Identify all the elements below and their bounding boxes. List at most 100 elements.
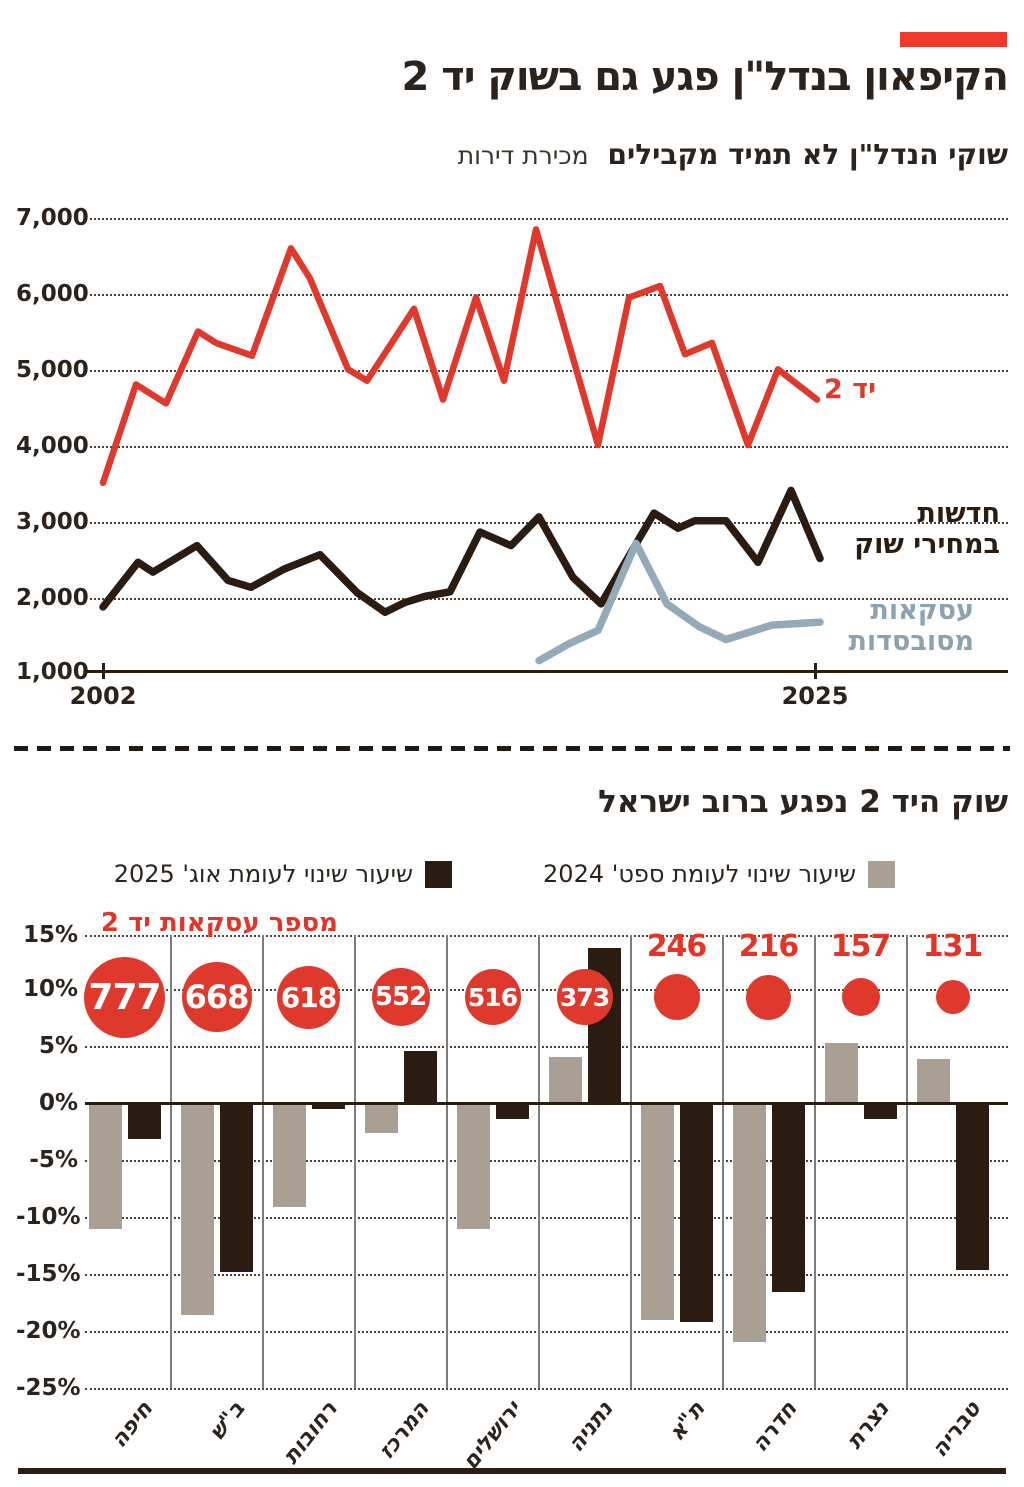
ytick-5000: 5,000 — [16, 357, 89, 383]
deals-circle-2: 618 — [277, 965, 340, 1029]
column-separator-2 — [261, 935, 264, 1388]
ytick-neg5pct: -5% — [29, 1147, 78, 1173]
legend-label-black: שיעור שינוי לעומת אוג' 2025 — [113, 860, 413, 888]
gridline-neg25 — [85, 1388, 1008, 1390]
gridline-5000 — [85, 370, 1008, 372]
bar-sept24-5 — [548, 1056, 582, 1103]
page-title: הקיפאון בנדל"ן פגע גם בשוק יד 2 — [401, 54, 1009, 100]
ytick-1000: 1,000 — [16, 659, 89, 685]
bar-aug25-7 — [771, 1104, 805, 1292]
page-subtitle: שוקי הנדל"ן לא תמיד מקבילים מכירת דירות — [458, 138, 1008, 171]
deals-circle-9 — [935, 980, 970, 1014]
bar-sept24-3 — [364, 1104, 398, 1134]
series-line-0 — [99, 226, 821, 487]
category-label-9: טבריה — [927, 1397, 987, 1463]
category-label-8: נצרת — [842, 1397, 895, 1454]
gridline-15 — [85, 935, 1008, 937]
ytick-0pct: 0% — [38, 1090, 78, 1116]
deals-value-2: 618 — [280, 980, 337, 1014]
column-separator-8 — [813, 935, 816, 1388]
ytick-15pct: 15% — [22, 922, 78, 948]
deals-value-7: 216 — [738, 929, 800, 964]
gridline-5 — [85, 1046, 1008, 1048]
series-label-new-homes: חדשות במחירי שוק — [854, 498, 1000, 560]
column-separator-9 — [905, 935, 908, 1388]
deals-value-1: 668 — [184, 978, 250, 1016]
x-axis-line — [85, 670, 1008, 673]
subtitle-bold: שוקי הנדל"ן לא תמיד מקבילים — [607, 138, 1008, 171]
bottom-rule — [18, 1468, 1006, 1474]
ytick-2000: 2,000 — [16, 585, 89, 611]
bar-sept24-7 — [732, 1104, 766, 1342]
gridline-neg15 — [85, 1274, 1008, 1276]
bar-aug25-4 — [495, 1104, 529, 1119]
bar-aug25-8 — [863, 1104, 897, 1119]
deals-circle-0: 777 — [84, 956, 165, 1038]
legend-sept-2024: שיעור שינוי לעומת ספט' 2024 — [543, 860, 895, 888]
column-separator-5 — [537, 935, 540, 1388]
column-separator-1 — [169, 935, 172, 1388]
category-label-1: ב"ש — [205, 1397, 251, 1445]
category-label-2: רחובות — [278, 1397, 343, 1470]
gridline-10 — [85, 989, 1008, 991]
column-separator-7 — [721, 935, 724, 1388]
deals-value-8: 157 — [830, 929, 892, 964]
series-label-yad2: יד 2 — [824, 374, 877, 405]
bar-sept24-9 — [916, 1058, 950, 1103]
bar-sept24-6 — [640, 1104, 674, 1321]
gridline-7000 — [85, 218, 1008, 220]
category-label-7: חדרה — [747, 1397, 803, 1457]
ytick-neg10pct: -10% — [16, 1204, 81, 1230]
subtitle-light: מכירת דירות — [457, 141, 589, 170]
deals-value-3: 552 — [374, 982, 427, 1012]
legend-aug-2025: שיעור שינוי לעומת אוג' 2025 — [114, 860, 452, 888]
legend-swatch-black — [425, 860, 452, 888]
bar-aug25-2 — [311, 1104, 345, 1109]
gridline-neg20 — [85, 1331, 1008, 1333]
ytick-neg15pct: -15% — [16, 1261, 81, 1287]
ytick-4000: 4,000 — [16, 433, 89, 459]
gridline-4000 — [85, 446, 1008, 448]
deals-value-4: 516 — [467, 982, 518, 1012]
ytick-7000: 7,000 — [16, 205, 89, 231]
gridline-6000 — [85, 294, 1008, 296]
bar-aug25-9 — [955, 1104, 989, 1271]
bar-chart-title: שוק היד 2 נפגע ברוב ישראל — [598, 784, 1008, 820]
deals-circle-1: 668 — [181, 962, 252, 1032]
deals-circle-6 — [653, 974, 700, 1020]
ytick-6000: 6,000 — [16, 281, 89, 307]
bar-sept24-1 — [180, 1104, 214, 1315]
column-separator-6 — [629, 935, 632, 1388]
ytick-3000: 3,000 — [16, 509, 89, 535]
bar-sept24-4 — [456, 1104, 490, 1229]
category-label-6: ת"א — [664, 1397, 711, 1446]
deals-value-6: 246 — [646, 929, 708, 964]
brand-flag — [900, 32, 1007, 47]
deals-value-0: 777 — [88, 976, 161, 1018]
xtick-2002: 2002 — [69, 682, 137, 710]
zero-line — [85, 1102, 1008, 1105]
legend-swatch-gray — [868, 860, 895, 888]
series-line-1 — [99, 486, 824, 616]
category-label-0: חיפה — [106, 1397, 159, 1453]
series-label-subsidized: עסקאות מסובסדות — [848, 595, 974, 657]
deals-circle-4: 516 — [464, 969, 521, 1025]
bar-sept24-2 — [272, 1104, 306, 1207]
ytick-neg20pct: -20% — [16, 1318, 81, 1344]
deals-value-9: 131 — [922, 929, 984, 964]
deals-value-5: 373 — [559, 982, 610, 1012]
xtick-2025: 2025 — [781, 682, 849, 710]
deals-circle-7 — [746, 974, 791, 1020]
category-label-4: ירושלים — [457, 1397, 527, 1475]
deals-circle-8 — [841, 978, 880, 1016]
dashed-divider — [14, 746, 1010, 751]
bar-sept24-8 — [824, 1043, 858, 1103]
gridline-neg10 — [85, 1217, 1008, 1219]
column-separator-3 — [353, 935, 356, 1388]
series-line-2 — [535, 539, 824, 665]
bar-sept24-0 — [88, 1104, 122, 1229]
bar-aug25-1 — [219, 1104, 253, 1272]
bar-aug25-0 — [127, 1104, 161, 1140]
column-separator-4 — [445, 935, 448, 1388]
